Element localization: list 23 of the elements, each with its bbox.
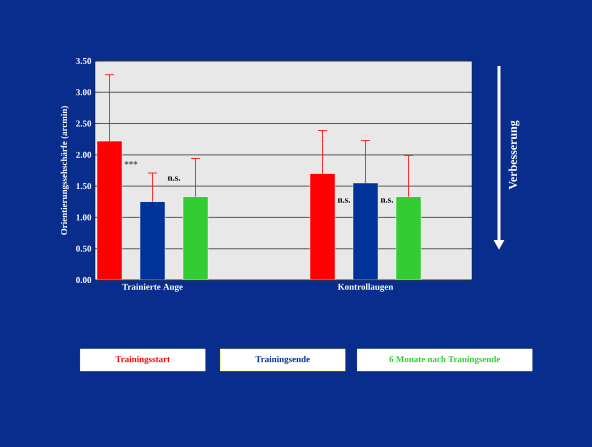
x-tick-label: Kontrollaugen xyxy=(338,284,394,292)
text: 6 Monate nach Traningsende xyxy=(389,356,500,364)
y-tick-label: 0.00 xyxy=(76,276,92,284)
y-tick-label: 2.50 xyxy=(76,120,92,127)
y-tick-label: 3.00 xyxy=(76,89,92,96)
y-tick-label: 3.50 xyxy=(76,58,92,64)
annotation: n.s. xyxy=(380,198,394,203)
bar xyxy=(352,182,378,280)
x-tick-label: Trainierte Auge xyxy=(122,284,183,292)
text: Trainingsende xyxy=(256,356,310,364)
bar xyxy=(140,202,166,280)
bar xyxy=(182,196,208,280)
text: Trainingsstart xyxy=(116,356,170,364)
y-tick-label: 0.50 xyxy=(76,246,92,252)
y-tick-label: 2.00 xyxy=(76,152,92,158)
text: Verbesserung xyxy=(508,120,520,190)
annotation: n.s. xyxy=(168,176,180,181)
bar xyxy=(396,196,422,280)
y-axis-title: Orientierungssehschärfe (arcmin) xyxy=(60,106,69,235)
y-tick-label: 1.50 xyxy=(76,183,92,190)
annotation: *** xyxy=(124,161,138,165)
annotation: n.s. xyxy=(338,198,350,203)
y-tick-label: 1.00 xyxy=(76,214,92,220)
